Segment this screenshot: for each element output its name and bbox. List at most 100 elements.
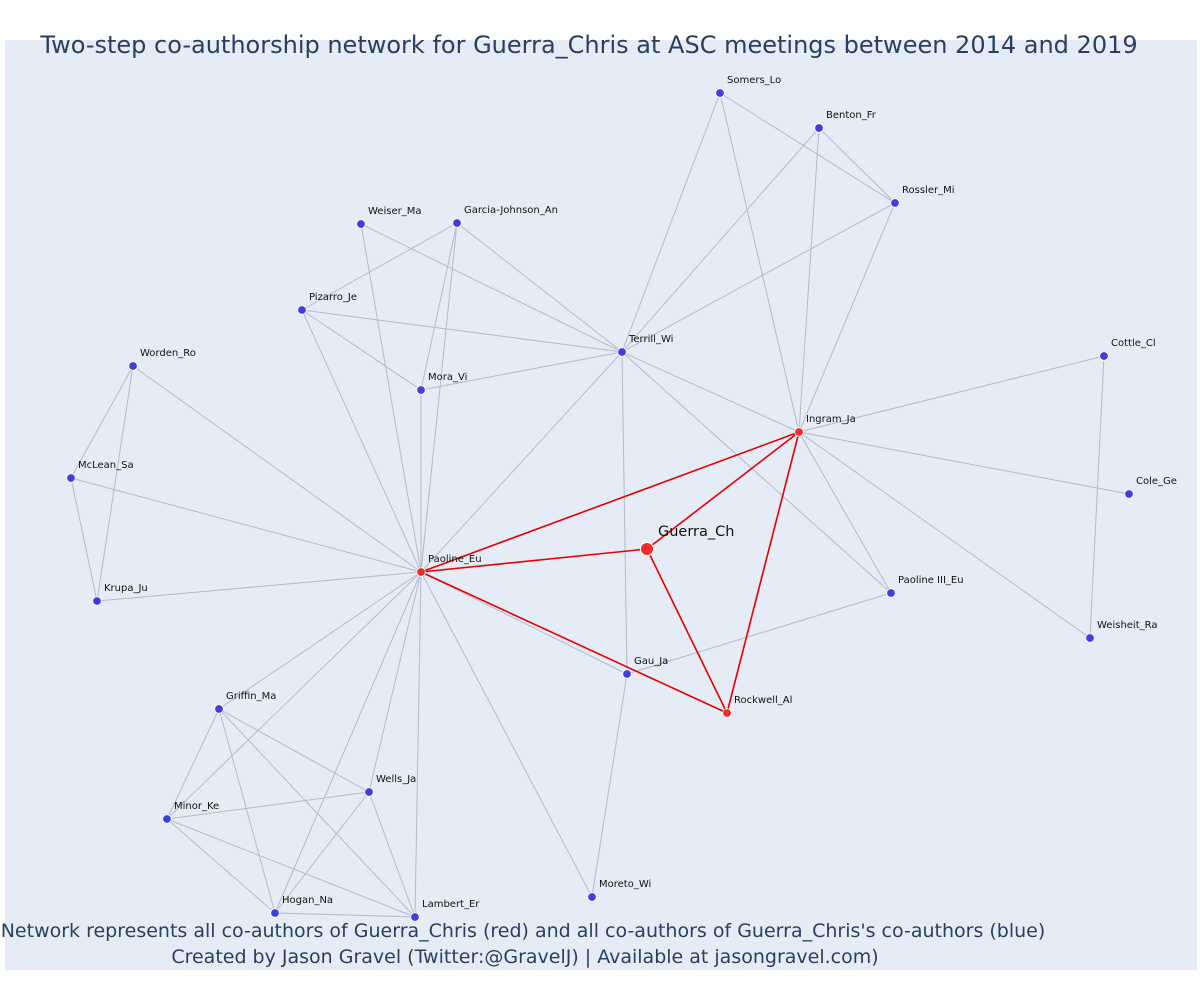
edge-pizarro-je-paoline-eu [301, 309, 422, 573]
edge-paoline-eu-minor-ke [166, 571, 422, 820]
footer-line-2: Created by Jason Gravel (Twitter:@Gravel… [171, 946, 878, 968]
node-terrill-wi[interactable] [617, 347, 627, 357]
edge-griffin-ma-minor-ke [166, 708, 220, 820]
edge-paoline-eu-rockwell-al [420, 571, 728, 714]
node-label-rossler-mi: Rossler_Mi [902, 185, 955, 196]
node-label-terrill-wi: Terrill_Wi [628, 334, 673, 345]
node-mora-vi[interactable] [416, 385, 426, 395]
edge-paoline-eu-wells-ja [368, 571, 422, 793]
edge-guerra-ch-rockwell-al [646, 548, 728, 714]
node-minor-ke[interactable] [162, 814, 172, 824]
node-garcia-johnson-an[interactable] [452, 218, 462, 228]
edge-hogan-na-lambert-er [274, 912, 416, 918]
node-label-griffin-ma: Griffin_Ma [226, 691, 276, 702]
edge-somers-lo-ingram-ja [719, 92, 800, 433]
node-mclean-sa[interactable] [66, 473, 76, 483]
node-label-minor-ke: Minor_Ke [174, 801, 219, 812]
node-label-wells-ja: Wells_Ja [376, 774, 416, 785]
node-cole-ge[interactable] [1124, 489, 1134, 499]
node-label-weiser-ma: Weiser_Ma [368, 206, 421, 217]
edge-garcia-johnson-an-pizarro-je [301, 222, 458, 311]
node-weiser-ma[interactable] [356, 219, 366, 229]
node-label-hogan-na: Hogan_Na [282, 895, 333, 906]
node-griffin-ma[interactable] [214, 704, 224, 714]
node-label-paoline-eu: Paoline_Eu [428, 554, 482, 565]
edge-paoline-eu-gau-ja [420, 571, 628, 675]
edge-terrill-wi-pizarro-je [301, 309, 623, 353]
node-label-mora-vi: Mora_Vi [428, 372, 467, 383]
node-worden-ro[interactable] [128, 361, 138, 371]
node-label-mclean-sa: McLean_Sa [78, 460, 134, 471]
edge-paoline-eu-griffin-ma [218, 571, 422, 710]
edge-griffin-ma-hogan-na [218, 708, 276, 914]
edge-rossler-mi-ingram-ja [798, 202, 896, 433]
edge-terrill-wi-mora-vi [420, 351, 623, 391]
edge-minor-ke-wells-ja [166, 791, 370, 820]
edge-ingram-ja-weisheit-ra [798, 431, 1091, 639]
edge-benton-fr-terrill-wi [621, 127, 820, 353]
edge-krupa-ju-paoline-eu [96, 571, 422, 602]
node-ingram-ja[interactable] [794, 427, 804, 437]
labels-layer: Somers_Lo Benton_Fr Rossler_Mi Weiser_Ma Gar… [78, 75, 1177, 910]
node-paoline-eu[interactable] [416, 567, 426, 577]
node-label-garcia-johnson-an: Garcia-Johnson_An [464, 205, 558, 216]
edge-pizarro-je-mora-vi [301, 309, 422, 391]
edges-layer [70, 92, 1130, 918]
edge-terrill-wi-garcia-johnson-an [456, 222, 623, 353]
edge-garcia-johnson-an-mora-vi [420, 222, 458, 391]
node-moreto-wi[interactable] [587, 892, 597, 902]
edge-cottle-cl-weisheit-ra [1089, 355, 1105, 639]
node-benton-fr[interactable] [814, 123, 824, 133]
node-rossler-mi[interactable] [890, 198, 900, 208]
node-hogan-na[interactable] [270, 908, 280, 918]
edge-ingram-ja-rockwell-al [726, 431, 800, 714]
edge-wells-ja-hogan-na [274, 791, 370, 914]
node-label-cole-ge: Cole_Ge [1136, 476, 1177, 487]
edge-benton-fr-rossler-mi [818, 127, 896, 204]
node-paoline-iii-eu[interactable] [886, 588, 896, 598]
node-label-gau-ja: Gau_Ja [634, 656, 668, 667]
node-krupa-ju[interactable] [92, 596, 102, 606]
edge-ingram-ja-paoline-iii-eu [798, 431, 892, 594]
edge-ingram-ja-cole-ge [798, 431, 1130, 495]
nodes-layer [66, 88, 1134, 922]
edge-paoline-eu-hogan-na [274, 571, 422, 914]
node-pizarro-je[interactable] [297, 305, 307, 315]
node-cottle-cl[interactable] [1099, 351, 1109, 361]
edge-griffin-ma-wells-ja [218, 708, 370, 793]
edge-worden-ro-mclean-sa [70, 365, 134, 479]
node-label-guerra-ch: Guerra_Ch [658, 524, 734, 540]
edge-somers-lo-terrill-wi [621, 92, 721, 353]
node-rockwell-al[interactable] [722, 708, 732, 718]
edge-terrill-wi-weiser-ma [360, 223, 623, 353]
node-label-ingram-ja: Ingram_Ja [806, 414, 856, 425]
node-somers-lo[interactable] [715, 88, 725, 98]
node-label-somers-lo: Somers_Lo [727, 75, 781, 86]
node-label-pizarro-je: Pizarro_Je [309, 292, 357, 303]
edge-minor-ke-lambert-er [166, 818, 416, 918]
edge-garcia-johnson-an-paoline-eu [420, 222, 458, 573]
edge-ingram-ja-cottle-cl [798, 355, 1105, 433]
node-label-paoline-iii-eu: Paoline III_Eu [898, 575, 964, 586]
node-label-moreto-wi: Moreto_Wi [599, 879, 651, 890]
edge-rossler-mi-terrill-wi [621, 202, 896, 353]
edge-terrill-wi-ingram-ja [621, 351, 800, 433]
edge-terrill-wi-paoline-eu [420, 351, 623, 573]
node-wells-ja[interactable] [364, 787, 374, 797]
edge-mclean-sa-krupa-ju [70, 477, 98, 602]
chart-title: Two-step co-authorship network for Guerr… [39, 31, 1137, 59]
edge-wells-ja-lambert-er [368, 791, 416, 918]
node-label-cottle-cl: Cottle_Cl [1111, 338, 1156, 349]
node-gau-ja[interactable] [622, 669, 632, 679]
node-label-weisheit-ra: Weisheit_Ra [1097, 620, 1158, 631]
edge-somers-lo-rossler-mi [719, 92, 896, 204]
edge-paoline-eu-ingram-ja [420, 431, 800, 573]
node-weisheit-ra[interactable] [1085, 633, 1095, 643]
edge-worden-ro-paoline-eu [132, 365, 422, 573]
node-guerra-ch[interactable] [640, 542, 654, 556]
node-label-benton-fr: Benton_Fr [826, 110, 877, 121]
edge-worden-ro-krupa-ju [96, 365, 134, 602]
node-lambert-er[interactable] [410, 912, 420, 922]
edge-griffin-ma-lambert-er [218, 708, 416, 918]
